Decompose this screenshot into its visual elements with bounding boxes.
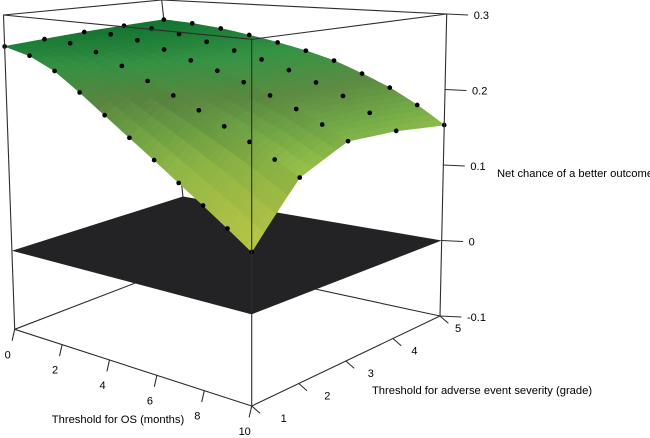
surface-dot — [367, 110, 373, 116]
surface-dot — [293, 106, 299, 112]
tick-label: 4 — [99, 380, 105, 392]
surface-dot — [319, 122, 325, 127]
tick-label: 6 — [147, 395, 153, 407]
surface-dot — [93, 49, 99, 55]
surface-dot — [214, 68, 220, 74]
surface-dot — [246, 32, 252, 38]
surface-dot — [340, 93, 346, 99]
surface-dot — [161, 47, 167, 52]
surface-dot — [221, 123, 227, 129]
surface-dot — [345, 138, 351, 144]
tick-label: 3 — [368, 368, 374, 380]
surface-dot — [303, 48, 309, 54]
zero-plane — [11, 196, 442, 315]
surface-dot — [331, 58, 337, 63]
surface-dot — [27, 53, 32, 59]
tick-label: 0 — [469, 237, 475, 249]
tick-label: 2 — [324, 391, 330, 403]
tick-label: 1 — [281, 413, 287, 425]
surface-dot — [414, 102, 420, 108]
surface-dot — [218, 26, 224, 31]
surface-dot — [313, 80, 319, 85]
surface-dot — [272, 157, 278, 162]
surface-dot — [204, 39, 210, 45]
surface-dot — [196, 107, 202, 113]
y-axis-title: Threshold for adverse event severity (gr… — [371, 385, 593, 397]
tick-label: 4 — [411, 346, 417, 358]
surface-dot — [286, 67, 292, 73]
surface-dot — [231, 48, 237, 53]
surface-dot — [225, 226, 230, 231]
surface-dot — [387, 85, 393, 90]
surface-dot — [102, 112, 107, 118]
tick-label: 0 — [5, 349, 11, 361]
x-axis-title: Threshold for OS (months) — [51, 414, 185, 426]
surface-dot — [42, 36, 47, 42]
surface-dot — [67, 40, 73, 46]
surface-dot — [52, 68, 57, 74]
surface-dot — [108, 31, 114, 37]
surface-dot — [119, 63, 125, 69]
tick-label: 0.1 — [470, 161, 485, 173]
tick-label: 5 — [455, 323, 461, 335]
surface-dot — [188, 58, 194, 63]
surface-dot — [151, 157, 157, 163]
surface-dot — [241, 79, 247, 85]
surface-dot — [247, 139, 252, 145]
tick-label: 0.3 — [474, 10, 489, 22]
surface-dot — [127, 135, 132, 141]
surface-dot — [77, 90, 82, 95]
surface-dot — [275, 40, 280, 45]
surface-dot — [393, 128, 399, 134]
surface-dot — [267, 93, 273, 98]
grid-dots — [2, 17, 447, 255]
surface-dot — [259, 57, 264, 62]
box-frame-front — [2, 0, 448, 407]
surface-dot — [297, 175, 303, 180]
y-axis: 1 2 3 4 5 — [251, 315, 461, 425]
x-axis: 0 2 4 6 8 10 — [5, 328, 253, 438]
surface-dot — [161, 17, 167, 22]
surface-dot — [359, 71, 365, 76]
surface-dot — [176, 180, 182, 186]
tick-label: 2 — [52, 365, 58, 377]
tick-label: -0.1 — [467, 312, 486, 324]
surface — [4, 19, 445, 253]
tick-label: 8 — [194, 411, 200, 423]
tick-label: 0.2 — [472, 86, 487, 98]
z-axis: -0.1 0 0.1 0.2 0.3 — [439, 10, 489, 324]
surface-dot — [81, 29, 87, 35]
z-axis-title: Net chance of a better outcome — [496, 168, 650, 180]
surface-dot — [145, 78, 150, 84]
tick-label: 10 — [239, 426, 251, 438]
surface-dot — [135, 37, 140, 43]
surface-dot — [200, 203, 206, 208]
surface-dot — [170, 93, 176, 98]
surface-dot — [189, 20, 195, 26]
